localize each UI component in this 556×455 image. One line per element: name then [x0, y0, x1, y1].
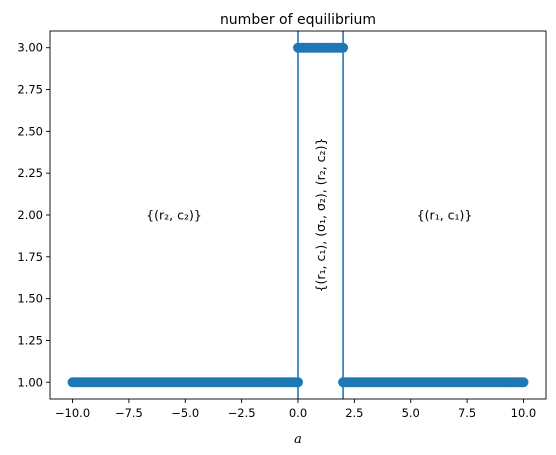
- x-tick-label: −2.5: [228, 406, 256, 420]
- y-tick-label: 2.00: [17, 208, 43, 222]
- annotation-label: {(r₂, c₂)}: [146, 208, 202, 223]
- y-tick-label: 2.25: [17, 166, 43, 180]
- vertical-lines: [297, 31, 344, 399]
- x-tick-label: 2.5: [345, 406, 363, 420]
- x-axis: −10.0 −7.5 −5.0 −2.5 0.0 2.5 5.0 7.5 10.0: [55, 399, 536, 420]
- x-tick-label: 0.0: [289, 406, 307, 420]
- chart-title: number of equilibrium: [220, 12, 376, 28]
- annotation-label: {(r₁, c₁)}: [417, 208, 473, 223]
- y-tick-label: 3.00: [17, 41, 43, 55]
- y-tick-label: 1.50: [17, 292, 43, 306]
- y-tick-label: 1.00: [17, 375, 43, 389]
- data-point: [518, 377, 529, 388]
- y-tick-label: 2.50: [17, 124, 43, 138]
- x-tick-label: −10.0: [55, 406, 90, 420]
- x-tick-label: 5.0: [402, 406, 420, 420]
- data-points: [67, 42, 529, 388]
- y-tick-label: 1.75: [17, 250, 43, 264]
- x-tick-label: −5.0: [171, 406, 199, 420]
- x-tick-label: 7.5: [458, 406, 476, 420]
- annotation-label: {(r₁, c₁), (σ₁, σ₂), (r₂, c₂)}: [313, 138, 328, 293]
- x-axis-label: a: [294, 432, 302, 447]
- x-tick-label: −7.5: [115, 406, 143, 420]
- plot-area: {(r₂, c₂)} {(r₁, c₁), (σ₁, σ₂), (r₂, c₂)}…: [67, 31, 529, 399]
- y-axis: 1.00 1.25 1.50 1.75 2.00 2.25 2.50 2.75 3.00: [17, 41, 50, 389]
- x-tick-label: 10.0: [511, 406, 537, 420]
- y-tick-label: 1.25: [17, 333, 43, 347]
- y-tick-label: 2.75: [17, 83, 43, 97]
- annotations: {(r₂, c₂)} {(r₁, c₁), (σ₁, σ₂), (r₂, c₂)}…: [146, 138, 472, 293]
